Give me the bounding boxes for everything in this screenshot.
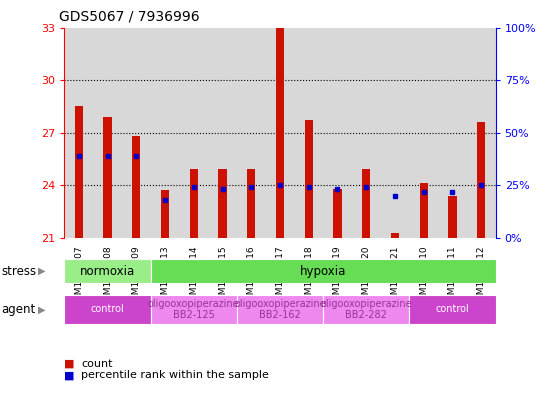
Text: stress: stress	[2, 264, 37, 278]
Text: ■: ■	[64, 358, 75, 369]
Bar	[362, 169, 370, 238]
Text: control: control	[436, 305, 469, 314]
Bar	[190, 169, 198, 238]
Bar	[247, 169, 255, 238]
Bar	[477, 122, 486, 238]
Bar	[381, 28, 409, 238]
Bar	[391, 233, 399, 238]
Bar	[276, 28, 284, 238]
Bar	[122, 28, 151, 238]
Bar	[409, 295, 496, 324]
Text: normoxia: normoxia	[80, 264, 135, 278]
Bar	[323, 28, 352, 238]
Text: oligooxopiperazine
BB2-282: oligooxopiperazine BB2-282	[320, 299, 412, 320]
Bar	[132, 136, 141, 238]
Text: agent: agent	[2, 303, 36, 316]
Bar	[218, 169, 227, 238]
Bar	[295, 28, 323, 238]
Text: control: control	[91, 305, 124, 314]
Bar	[237, 295, 323, 324]
Text: hypoxia: hypoxia	[300, 264, 346, 278]
Text: ■: ■	[64, 370, 75, 380]
Bar	[179, 28, 208, 238]
Text: oligooxopiperazine
BB2-162: oligooxopiperazine BB2-162	[234, 299, 326, 320]
Bar	[449, 196, 456, 238]
Bar	[64, 28, 93, 238]
Text: ▶: ▶	[38, 266, 45, 276]
Bar	[93, 28, 122, 238]
Text: count: count	[81, 358, 113, 369]
Bar	[208, 28, 237, 238]
Bar	[352, 28, 381, 238]
Bar	[64, 295, 151, 324]
Bar	[333, 189, 342, 238]
Bar	[305, 120, 313, 238]
Bar	[467, 28, 496, 238]
Bar	[64, 259, 151, 283]
Bar	[323, 295, 409, 324]
Bar	[438, 28, 467, 238]
Text: ▶: ▶	[38, 305, 45, 314]
Bar	[419, 184, 428, 238]
Bar	[151, 259, 496, 283]
Bar	[265, 28, 295, 238]
Bar	[151, 28, 179, 238]
Text: GDS5067 / 7936996: GDS5067 / 7936996	[59, 10, 199, 24]
Text: oligooxopiperazine
BB2-125: oligooxopiperazine BB2-125	[148, 299, 240, 320]
Text: percentile rank within the sample: percentile rank within the sample	[81, 370, 269, 380]
Bar	[151, 295, 237, 324]
Bar	[104, 117, 111, 238]
Bar	[74, 107, 83, 238]
Bar	[237, 28, 265, 238]
Bar	[161, 191, 169, 238]
Bar	[409, 28, 438, 238]
